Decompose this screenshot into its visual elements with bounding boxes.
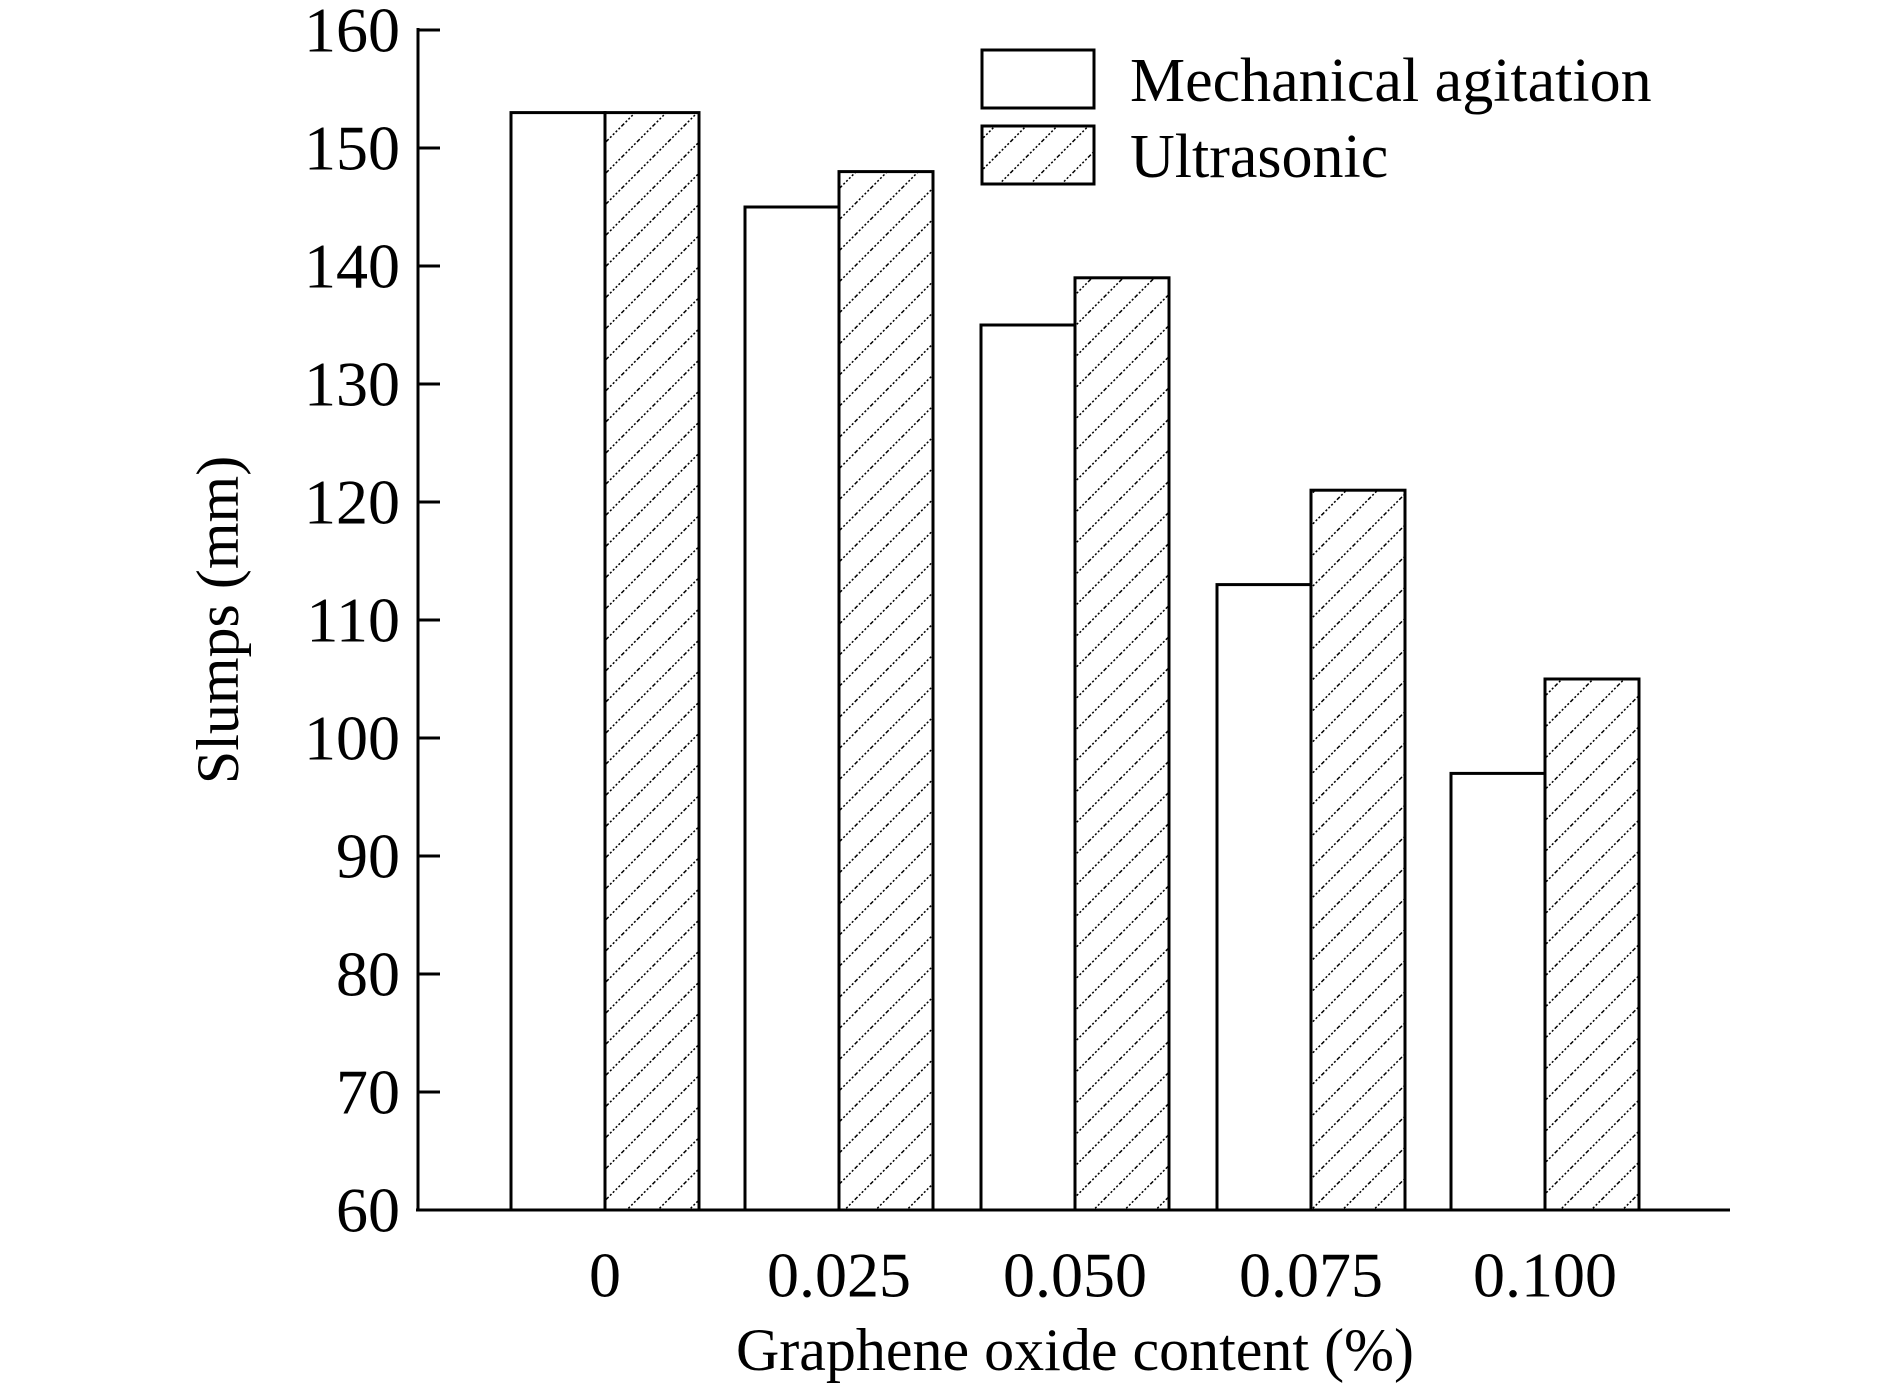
y-tick-label: 70 (336, 1057, 400, 1128)
bar-mechanical-agitation-0 (509, 111, 607, 1212)
legend: Mechanical agitation Ultrasonic (980, 47, 1652, 191)
x-tick-label: 0.050 (1003, 1240, 1147, 1311)
y-tick-label: 110 (306, 585, 400, 656)
bar-ultrasonic-0.100 (1543, 677, 1641, 1212)
bar-ultrasonic-0 (603, 111, 701, 1212)
y-tick-label: 160 (304, 0, 400, 66)
legend-swatch-ultrasonic (980, 124, 1096, 186)
bar-mechanical-agitation-0.075 (1215, 583, 1313, 1212)
x-tick-label: 0 (589, 1240, 621, 1311)
bar-mechanical-agitation-0.025 (743, 205, 841, 1212)
bar-mechanical-agitation-0.050 (979, 323, 1077, 1212)
x-tick-label: 0.100 (1473, 1240, 1617, 1311)
bar-mechanical-agitation-0.100 (1449, 771, 1547, 1212)
x-axis-title: Graphene oxide content (%) (736, 1317, 1414, 1383)
x-tick-label: 0.075 (1239, 1240, 1383, 1311)
y-tick-label: 80 (336, 939, 400, 1010)
bars (509, 111, 1641, 1212)
x-tick-label: 0.025 (767, 1240, 911, 1311)
y-tick-label: 150 (304, 113, 400, 184)
y-tick-label: 120 (304, 467, 400, 538)
legend-label: Mechanical agitation (1130, 47, 1652, 115)
legend-swatch-mechanical-agitation (980, 48, 1096, 110)
bar-ultrasonic-0.025 (837, 170, 935, 1212)
bar-ultrasonic-0.050 (1073, 276, 1171, 1212)
axes: 60 70 80 90 100 110 120 130 140 150 160 0 0.025 0.050… (304, 0, 1730, 1311)
y-tick-label: 140 (304, 231, 400, 302)
y-tick-label: 100 (304, 703, 400, 774)
y-axis-title: Slumps (mm) (185, 456, 251, 784)
y-tick-label: 90 (336, 821, 400, 892)
legend-label: Ultrasonic (1130, 123, 1388, 191)
y-tick-label: 60 (336, 1175, 400, 1246)
y-tick-label: 130 (304, 349, 400, 420)
bar-ultrasonic-0.075 (1309, 488, 1407, 1212)
